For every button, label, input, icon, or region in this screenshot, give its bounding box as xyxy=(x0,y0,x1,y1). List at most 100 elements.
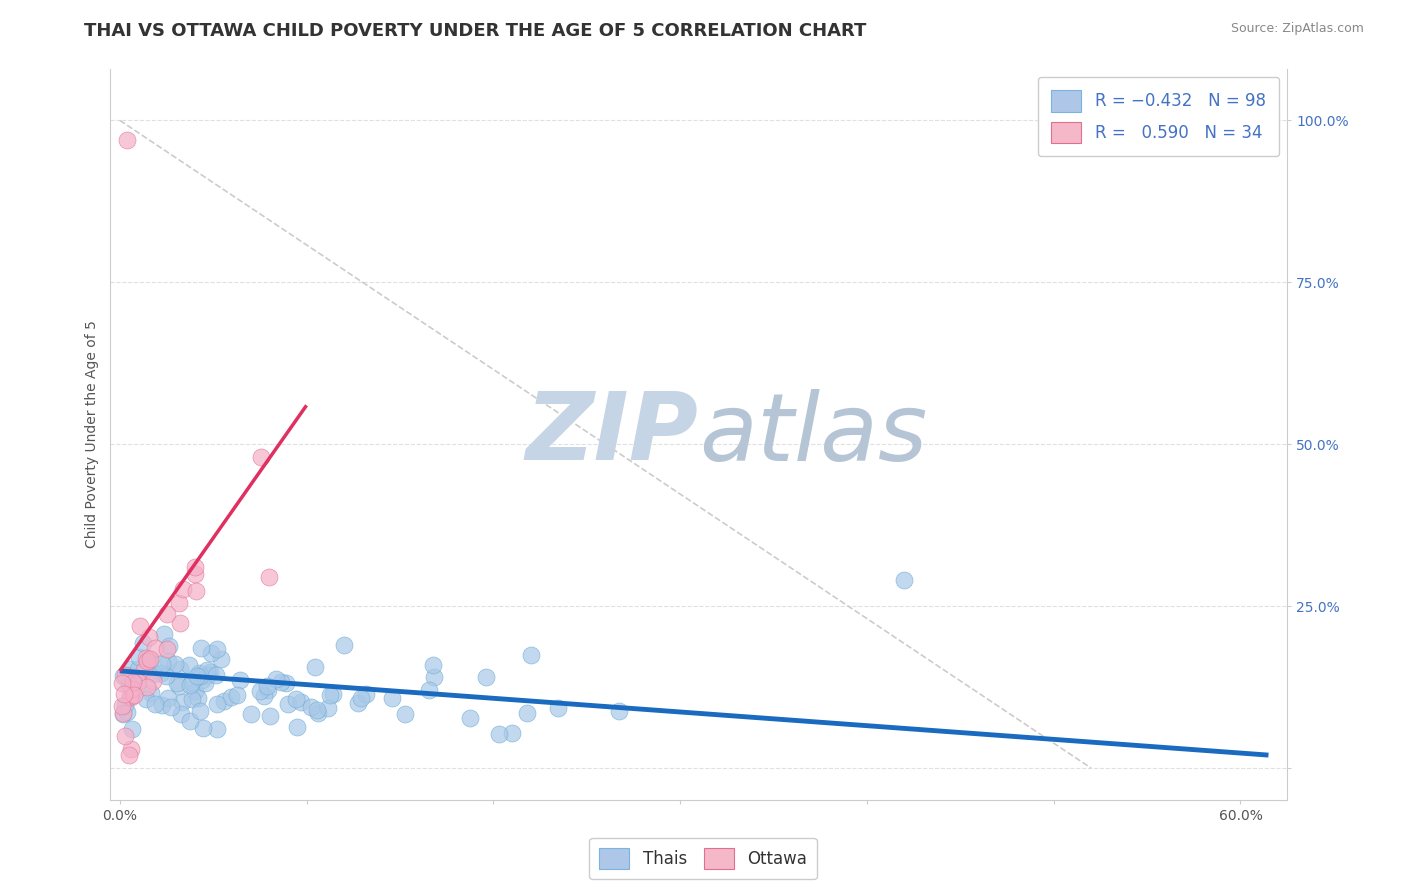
Point xyxy=(166,676,188,690)
Point xyxy=(122,688,145,702)
Point xyxy=(156,607,179,622)
Point xyxy=(138,654,160,668)
Point xyxy=(179,714,201,728)
Point xyxy=(474,670,496,684)
Point xyxy=(132,635,155,649)
Point xyxy=(172,695,194,709)
Point xyxy=(118,662,141,676)
Point xyxy=(118,748,141,763)
Point xyxy=(205,642,228,657)
Point xyxy=(307,706,329,720)
Point xyxy=(149,666,172,681)
Point xyxy=(240,706,263,721)
Point xyxy=(150,657,173,671)
Point xyxy=(205,723,228,737)
Point xyxy=(120,741,142,756)
Point xyxy=(249,684,271,698)
Point xyxy=(418,683,440,698)
Point xyxy=(136,654,159,668)
Point xyxy=(128,650,150,665)
Point xyxy=(153,627,176,641)
Point xyxy=(115,133,138,147)
Point xyxy=(139,686,162,700)
Point xyxy=(121,681,143,696)
Point xyxy=(290,695,312,709)
Point xyxy=(112,706,135,720)
Point xyxy=(143,697,166,711)
Point xyxy=(193,721,215,735)
Point xyxy=(180,691,202,706)
Point xyxy=(150,698,173,712)
Legend: R = −0.432   N = 98, R =   0.590   N = 34: R = −0.432 N = 98, R = 0.590 N = 34 xyxy=(1038,77,1279,156)
Point xyxy=(188,669,211,683)
Point xyxy=(205,667,228,681)
Point xyxy=(200,665,222,680)
Point xyxy=(120,668,142,682)
Point xyxy=(195,663,218,677)
Point xyxy=(191,673,214,688)
Point xyxy=(157,640,180,654)
Point xyxy=(458,711,481,725)
Point xyxy=(115,706,138,720)
Point xyxy=(143,667,166,681)
Y-axis label: Child Poverty Under the Age of 5: Child Poverty Under the Age of 5 xyxy=(86,320,100,549)
Point xyxy=(229,673,252,687)
Point xyxy=(157,654,180,668)
Point xyxy=(184,559,207,574)
Point xyxy=(127,674,149,689)
Point xyxy=(190,705,212,719)
Text: Source: ZipAtlas.com: Source: ZipAtlas.com xyxy=(1230,22,1364,36)
Point xyxy=(422,657,444,672)
Point xyxy=(277,698,299,712)
Point xyxy=(197,667,219,681)
Point xyxy=(250,450,273,464)
Point xyxy=(184,684,207,698)
Point xyxy=(190,641,212,656)
Point xyxy=(138,630,160,644)
Point xyxy=(253,690,276,704)
Point xyxy=(187,690,209,705)
Point xyxy=(516,706,538,720)
Point xyxy=(285,692,308,706)
Point xyxy=(155,669,177,683)
Point xyxy=(120,690,142,704)
Point xyxy=(127,675,149,690)
Point xyxy=(111,699,134,714)
Point xyxy=(356,687,378,701)
Point xyxy=(169,707,191,722)
Point xyxy=(127,662,149,676)
Point xyxy=(142,673,165,688)
Point xyxy=(488,727,510,741)
Point xyxy=(305,703,328,717)
Point xyxy=(114,698,136,713)
Point xyxy=(112,668,135,682)
Point xyxy=(519,648,541,662)
Point xyxy=(212,694,235,708)
Point xyxy=(169,679,191,693)
Point xyxy=(346,697,368,711)
Point xyxy=(157,690,180,705)
Point xyxy=(264,672,287,686)
Point xyxy=(156,642,179,657)
Point xyxy=(274,675,297,690)
Point xyxy=(547,701,569,715)
Point xyxy=(169,616,191,631)
Point xyxy=(256,679,278,693)
Point xyxy=(143,640,166,655)
Point xyxy=(270,675,292,690)
Point xyxy=(257,683,280,698)
Point xyxy=(226,688,249,702)
Point xyxy=(160,700,183,714)
Point xyxy=(135,692,157,706)
Point xyxy=(219,690,242,705)
Point xyxy=(139,651,162,665)
Point xyxy=(122,674,145,689)
Point xyxy=(259,708,281,723)
Point xyxy=(183,567,205,582)
Point xyxy=(209,651,232,665)
Point xyxy=(349,691,371,706)
Legend: Thais, Ottawa: Thais, Ottawa xyxy=(589,838,817,880)
Point xyxy=(257,570,280,584)
Point xyxy=(316,701,339,715)
Point xyxy=(184,583,207,598)
